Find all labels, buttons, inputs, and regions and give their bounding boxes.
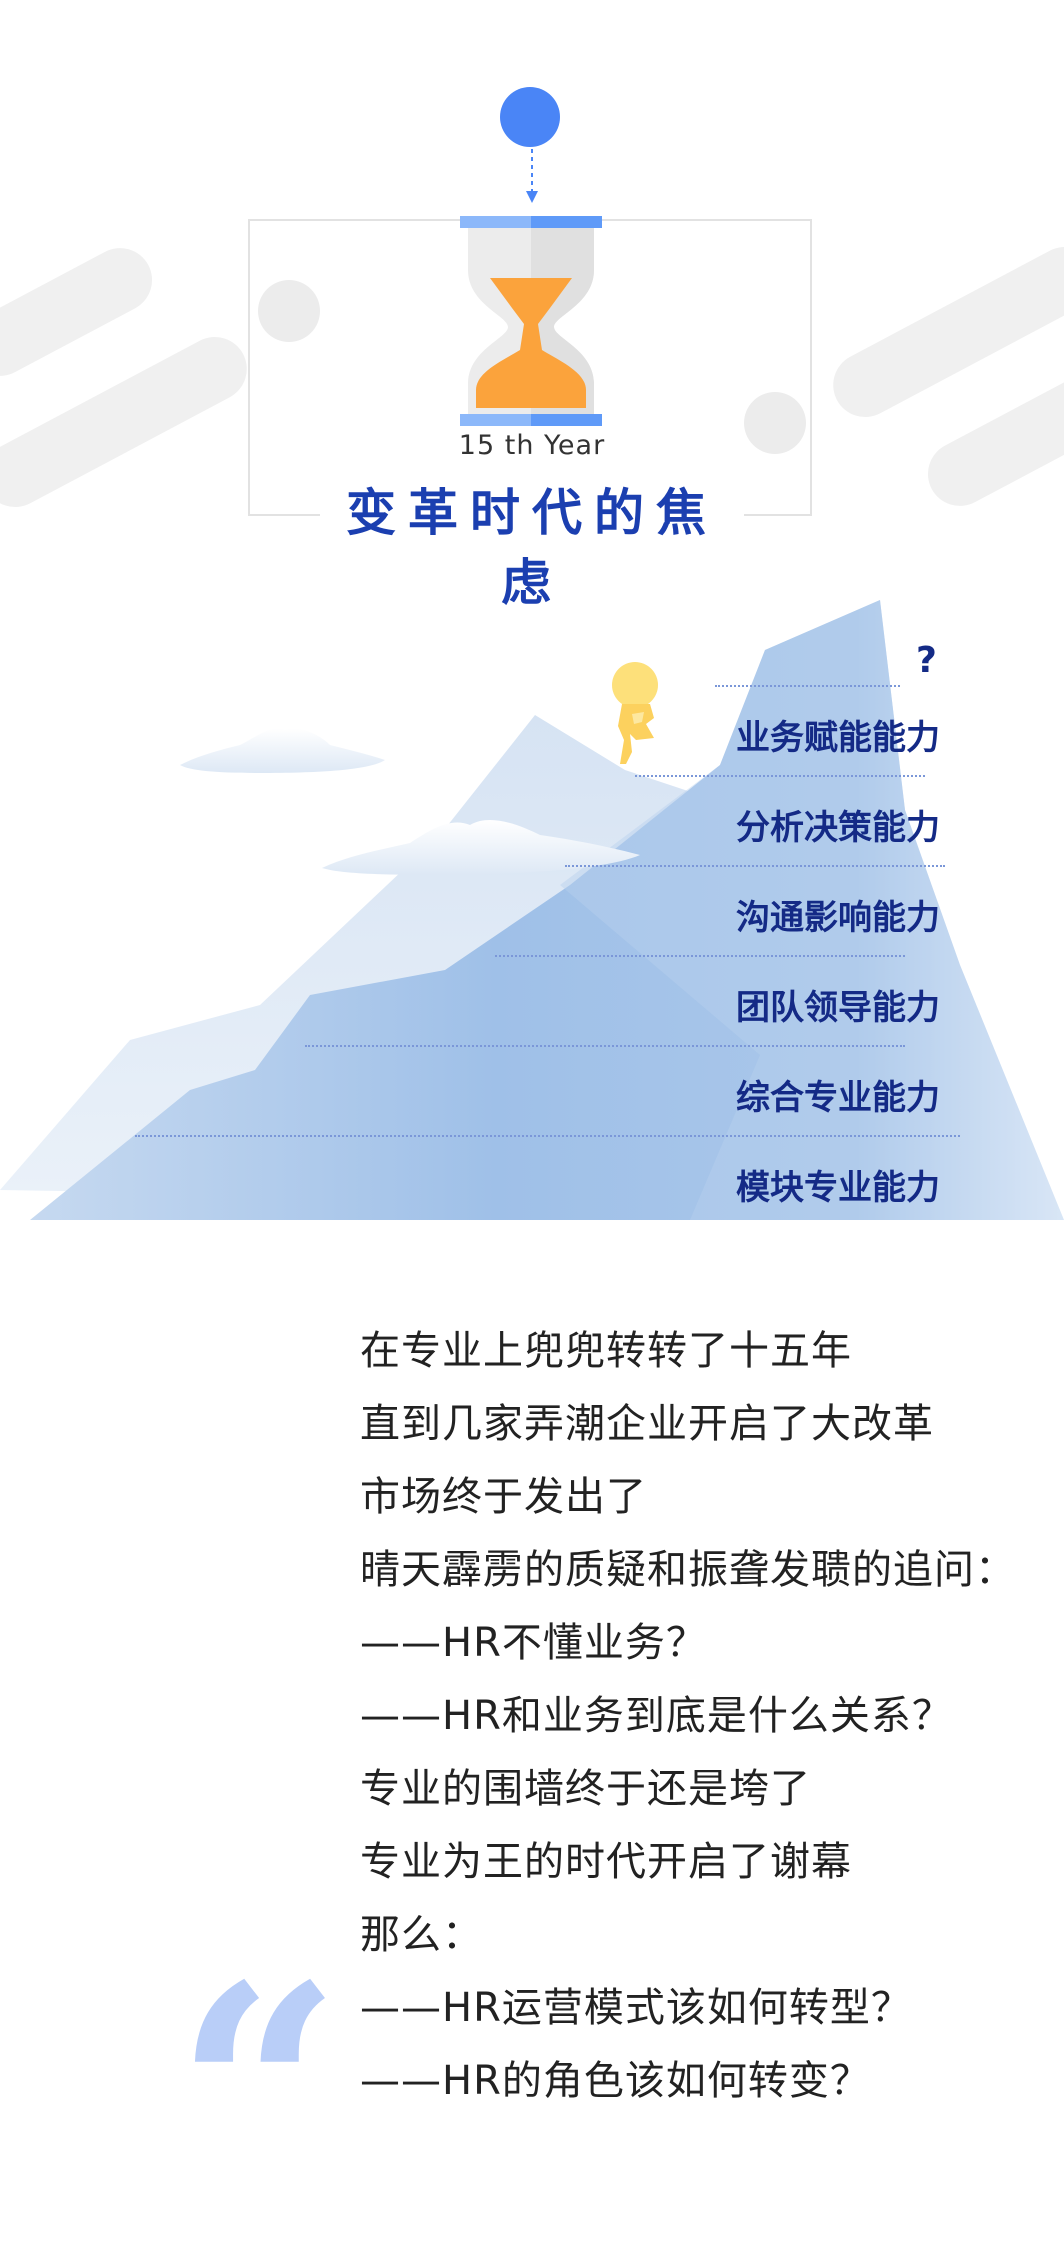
- dotted-divider: [635, 775, 925, 777]
- dotted-divider: [715, 685, 900, 687]
- body-line: 在专业上兜兜转转了十五年: [360, 1328, 852, 1374]
- body-line: ——HR的角色该如何转变？: [360, 2058, 871, 2104]
- decorative-dot: [258, 280, 320, 342]
- year-label: 15 th Year: [458, 430, 606, 461]
- hourglass-icon: [460, 216, 602, 426]
- dotted-divider: [495, 955, 905, 957]
- dotted-divider: [565, 865, 945, 867]
- page-title: 变革时代的焦虑: [346, 483, 718, 612]
- dashed-arrow-icon: [526, 149, 538, 203]
- body-line: ——HR和业务到底是什么关系？: [360, 1693, 953, 1739]
- skill-label-module-professional: 模块专业能力: [736, 1168, 940, 1208]
- decorative-stripe: [0, 236, 164, 388]
- skill-label-business-empowerment: 业务赋能能力: [736, 718, 940, 758]
- body-line: 市场终于发出了: [360, 1474, 647, 1520]
- decorative-stripe: [916, 366, 1064, 518]
- cloud-icon: [322, 819, 640, 875]
- body-line: 那么：: [360, 1912, 483, 1958]
- body-line: 专业为王的时代开启了谢幕: [360, 1839, 852, 1885]
- cloud-icon: [180, 728, 385, 773]
- skill-label-comprehensive-professional: 综合专业能力: [736, 1078, 940, 1118]
- body-line: 晴天霹雳的质疑和振聋发聩的追问：: [360, 1547, 1016, 1593]
- skill-label-analysis-decision: 分析决策能力: [736, 808, 940, 848]
- top-dot: [500, 87, 560, 147]
- body-line: ——HR运营模式该如何转型？: [360, 1985, 912, 2031]
- body-line: 专业的围墙终于还是垮了: [360, 1766, 811, 1812]
- mountain-illustration: [0, 600, 1064, 1220]
- body-line: ——HR不懂业务？: [360, 1620, 707, 1666]
- quote-mark-icon: “: [175, 1923, 342, 2263]
- thinker-figure-icon: [612, 662, 658, 764]
- question-mark: ?: [916, 640, 937, 681]
- skill-label-team-leadership: 团队领导能力: [736, 988, 940, 1028]
- title-background: [320, 478, 744, 548]
- dotted-divider: [135, 1135, 960, 1137]
- skill-label-communication-influence: 沟通影响能力: [736, 898, 940, 938]
- dotted-divider: [305, 1045, 905, 1047]
- decorative-dot: [744, 392, 806, 454]
- decorative-stripe: [821, 235, 1064, 429]
- body-line: 直到几家弄潮企业开启了大改革: [360, 1401, 934, 1447]
